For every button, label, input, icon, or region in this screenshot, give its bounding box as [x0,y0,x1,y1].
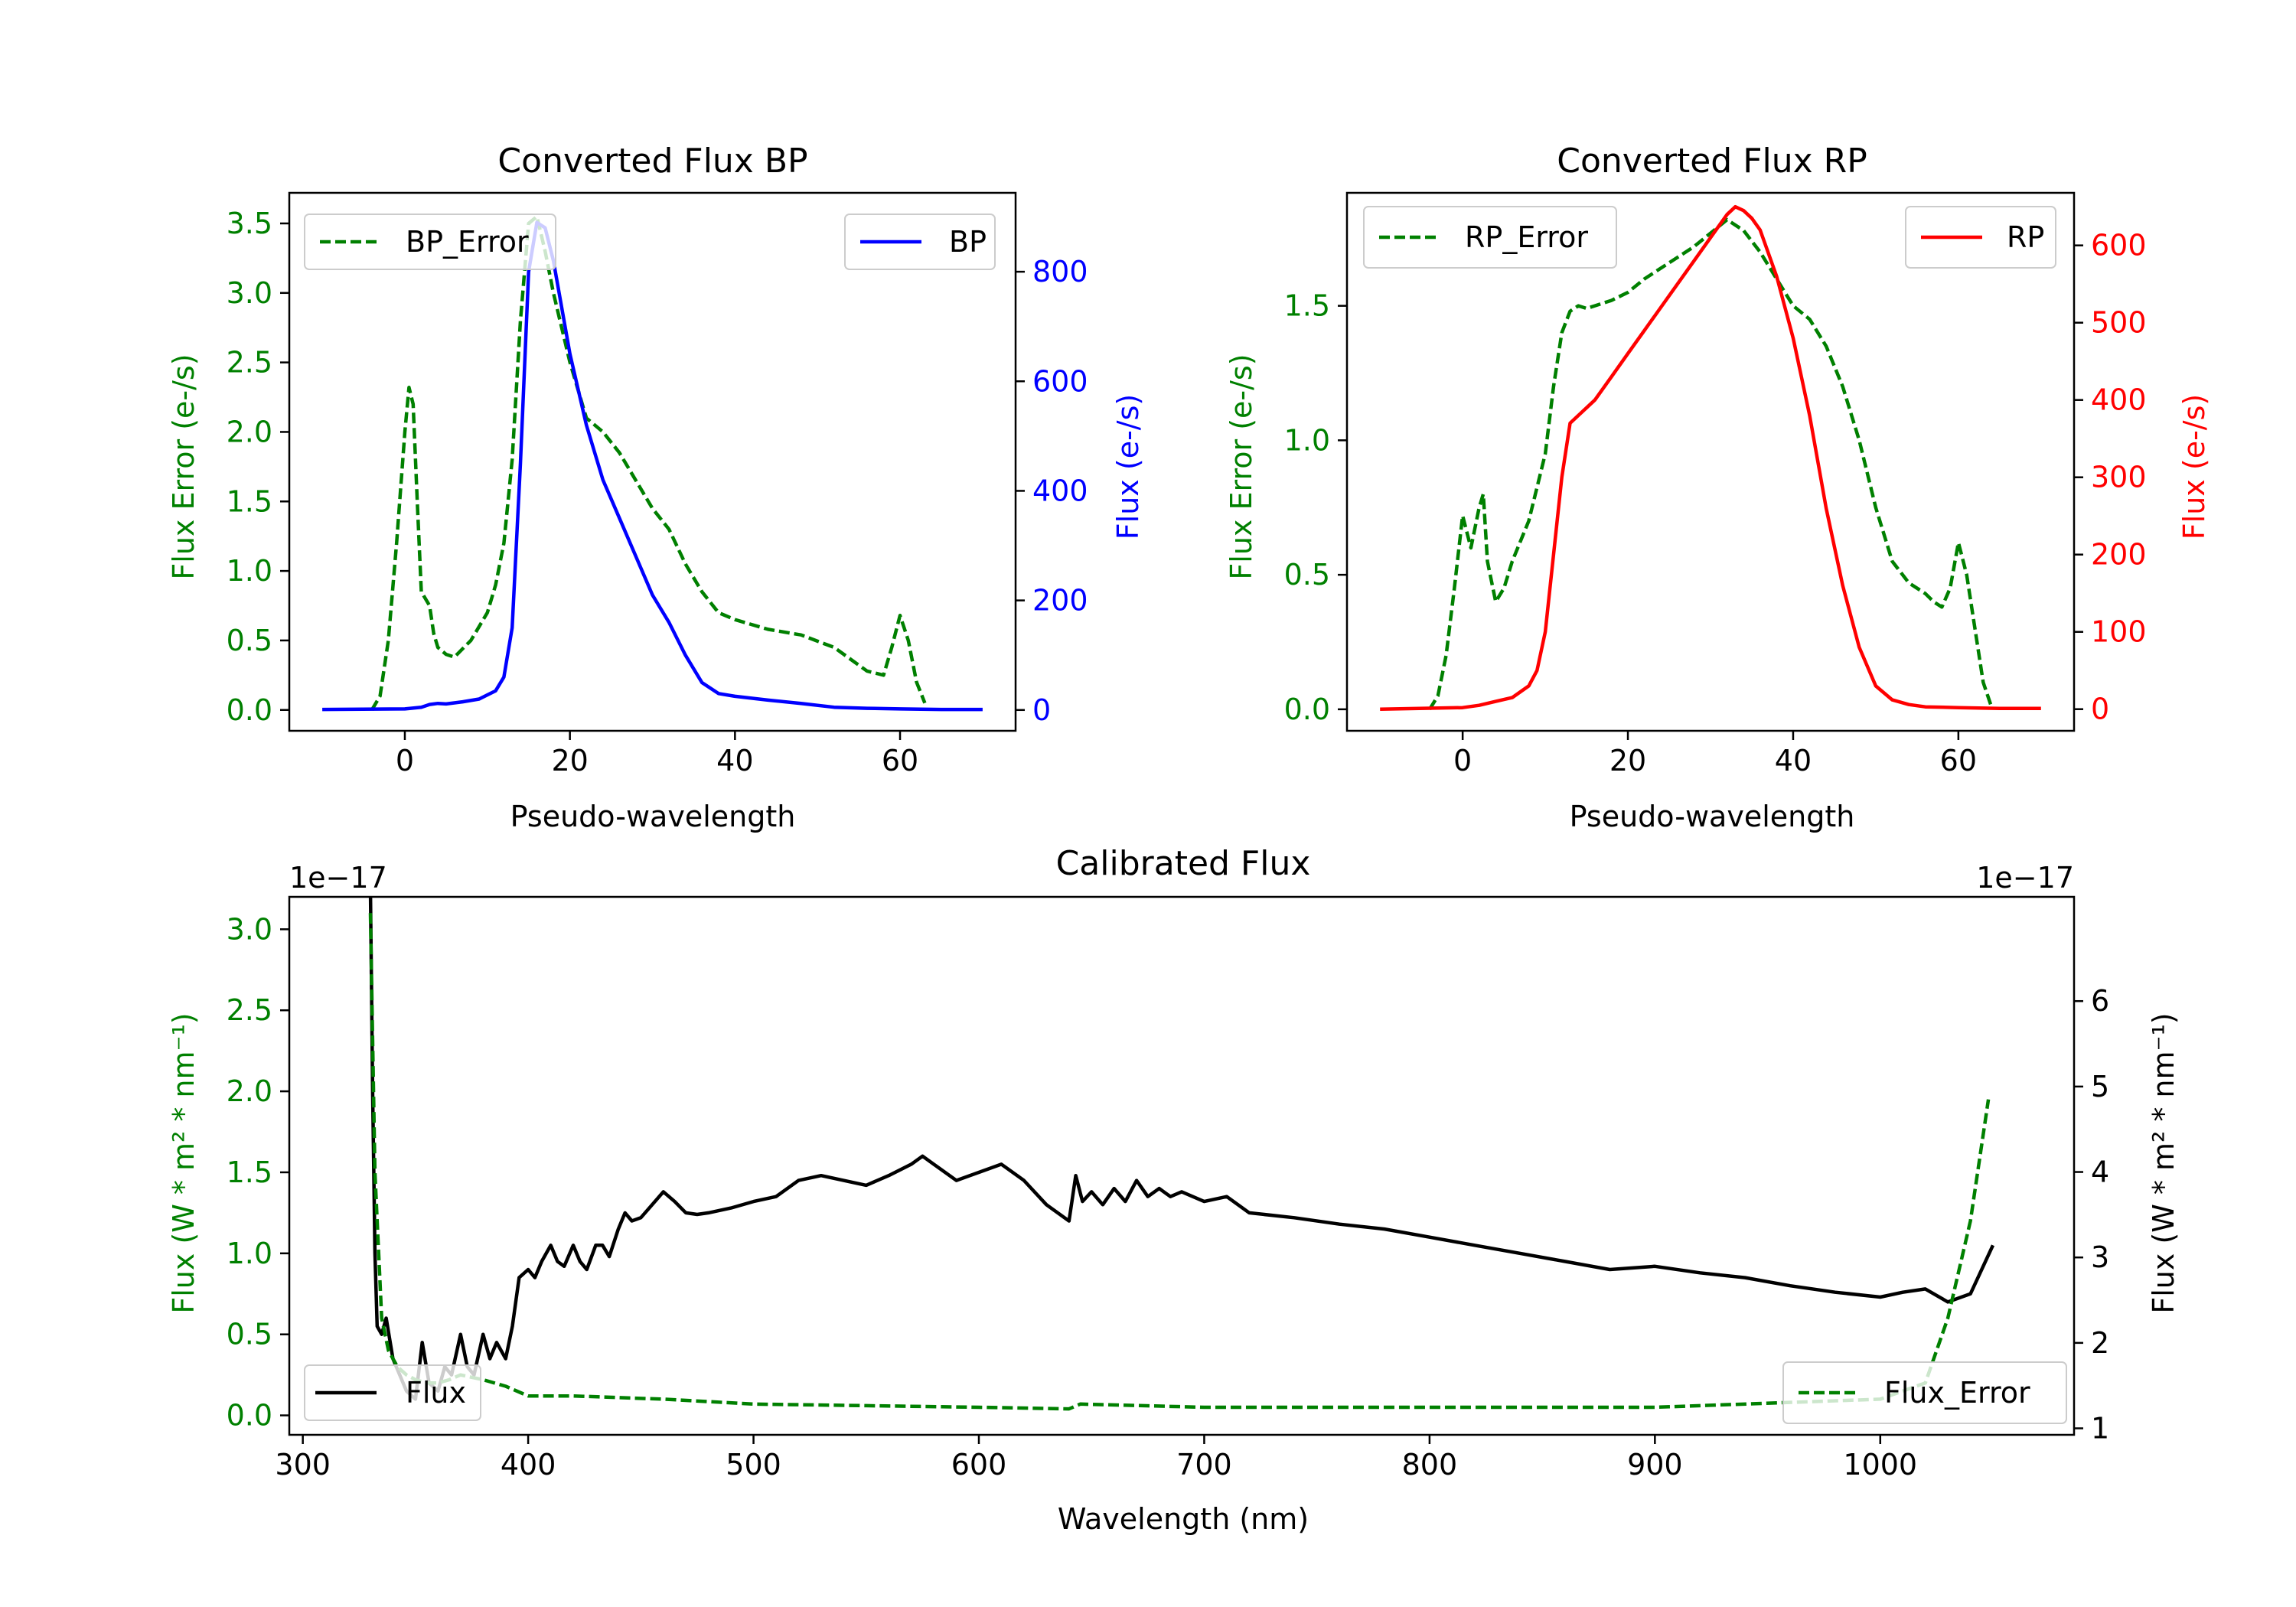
bp-ylabel-right: Flux (e-/s) [1111,394,1145,539]
rp-ytick-right-label: 400 [2091,383,2147,417]
cal-xtick-label: 500 [726,1448,781,1482]
cal-offset-left: 1e−17 [289,861,387,895]
cal-frame [288,895,2076,1436]
rp-xtick-label: 40 [1775,744,1812,777]
cal-legend-error-label: Flux_Error [1884,1376,2030,1410]
cal-ytick-left-label: 2.5 [227,993,272,1027]
cal-xtick-label: 900 [1627,1448,1683,1482]
rp-legend-flux-label: RP [2007,220,2044,254]
bp-xlabel: Pseudo-wavelength [510,800,796,833]
rp-ytick-right-label: 200 [2091,538,2147,572]
rp-ytick-right-label: 300 [2091,461,2147,494]
cal-title: Calibrated Flux [1056,844,1311,883]
rp-xtick-label: 0 [1453,744,1472,777]
rp-series-rp-error [1428,217,1994,711]
cal-xlabel: Wavelength (nm) [1058,1502,1309,1536]
cal-ytick-left-label: 0.0 [227,1399,272,1433]
rp-legend-flux: RP [1905,206,2056,269]
bp-legend-error: BP_Error [304,214,556,270]
bp-title: Converted Flux BP [497,142,807,181]
bp-xtick-label: 20 [551,744,588,777]
rp-xtick-label: 60 [1940,744,1977,777]
rp-ytick-left-label: 1.0 [1284,423,1330,457]
cal-offset-right: 1e−17 [1976,861,2074,895]
cal-legend-flux: Flux [304,1364,481,1421]
rp-ytick-right-label: 100 [2091,615,2147,649]
bp-xtick-label: 0 [396,744,414,777]
bp-ytick-right-label: 400 [1032,474,1088,507]
rp-ytick-right-label: 600 [2091,229,2147,262]
bp-series-bp [322,220,983,712]
bp-legend-flux: BP [844,214,996,270]
cal-ytick-right-label: 1 [2091,1412,2109,1446]
rp-ytick-right-label: 500 [2091,306,2147,340]
bp-xtick-label: 40 [716,744,753,777]
rp-subplot: Converted Flux RP 0 20 40 60 0.0 0.5 1.0 1.5 0 10… [1225,142,2211,833]
bp-series-bp-error [370,214,927,711]
bp-ytick-right-label: 0 [1032,693,1051,727]
rp-plot-area: 0 20 40 60 0.0 0.5 1.0 1.5 0 100 200 300 400 500 600 [1284,191,2147,777]
cal-xtick-label: 700 [1176,1448,1232,1482]
bp-ytick-left-label: 3.0 [227,276,272,310]
calibrated-subplot: Calibrated Flux 1e−17 1e−17 300 400 500 600… [167,844,2180,1536]
cal-ytick-left-label: 3.0 [227,912,272,946]
cal-ytick-right-label: 4 [2091,1156,2109,1189]
bp-ytick-right-label: 200 [1032,584,1088,618]
rp-ytick-left-label: 1.5 [1284,289,1330,323]
rp-legend-error-label: RP_Error [1465,220,1588,254]
rp-xtick-label: 20 [1609,744,1646,777]
bp-ylabel-left: Flux Error (e-/s) [167,354,201,579]
cal-xtick-label: 400 [501,1448,556,1482]
rp-ytick-left-label: 0.5 [1284,558,1330,592]
rp-xlabel: Pseudo-wavelength [1570,800,1855,833]
bp-ytick-left-label: 1.0 [227,554,272,588]
cal-xtick-label: 600 [951,1448,1007,1482]
bp-xtick-label: 60 [882,744,918,777]
cal-ytick-right-label: 5 [2091,1070,2109,1103]
cal-ytick-right-label: 2 [2091,1326,2109,1360]
bp-ytick-left-label: 2.5 [227,346,272,380]
cal-series-flux-error [368,913,1991,1411]
bp-frame [288,191,1017,732]
rp-ylabel-right: Flux (e-/s) [2177,394,2211,539]
bp-ytick-left-label: 0.5 [227,624,272,657]
bp-legend-flux-label: BP [949,225,987,259]
bp-ytick-left-label: 1.5 [227,484,272,518]
bp-legend-error-label: BP_Error [406,225,529,259]
bp-plot-area: 0 20 40 60 0.0 0.5 1.0 1.5 2.0 2.5 3.0 3.5 0 200 400 60… [227,191,1088,777]
rp-frame [1345,191,2076,732]
rp-ylabel-left: Flux Error (e-/s) [1225,354,1258,579]
rp-legend-error: RP_Error [1363,206,1617,269]
cal-ytick-left-label: 1.5 [227,1156,272,1189]
cal-plot-area: 300 400 500 600 700 800 900 1000 0.0 0.5 1.0 1.5 2.0… [227,895,2109,1482]
rp-ytick-right-label: 0 [2091,693,2109,726]
cal-ytick-left-label: 0.5 [227,1318,272,1351]
cal-xtick-label: 1000 [1843,1448,1917,1482]
cal-legend-flux-label: Flux [406,1376,466,1410]
bp-ytick-left-label: 0.0 [227,693,272,727]
bp-ytick-right-label: 800 [1032,255,1088,288]
rp-title: Converted Flux RP [1557,142,1867,181]
cal-ylabel-left: Flux (W * m² * nm⁻¹) [167,1012,201,1313]
bp-ytick-right-label: 600 [1032,364,1088,398]
bp-ytick-left-label: 2.0 [227,415,272,448]
cal-ytick-right-label: 3 [2091,1240,2109,1274]
cal-ytick-left-label: 2.0 [227,1074,272,1108]
rp-series-rp [1380,204,2041,711]
cal-series-flux [368,897,1995,1401]
cal-ytick-left-label: 1.0 [227,1237,272,1270]
cal-xtick-label: 800 [1402,1448,1458,1482]
cal-ytick-right-label: 6 [2091,984,2109,1018]
bp-ytick-left-label: 3.5 [227,207,272,240]
bp-subplot: Converted Flux BP 0 20 40 60 0.0 0.5 1.0 1.5 2.0… [167,142,1145,833]
cal-legend-error: Flux_Error [1782,1361,2067,1424]
rp-ytick-left-label: 0.0 [1284,693,1330,726]
cal-xtick-label: 300 [275,1448,331,1482]
cal-ylabel-right: Flux (W * m² * nm⁻¹) [2147,1012,2180,1313]
